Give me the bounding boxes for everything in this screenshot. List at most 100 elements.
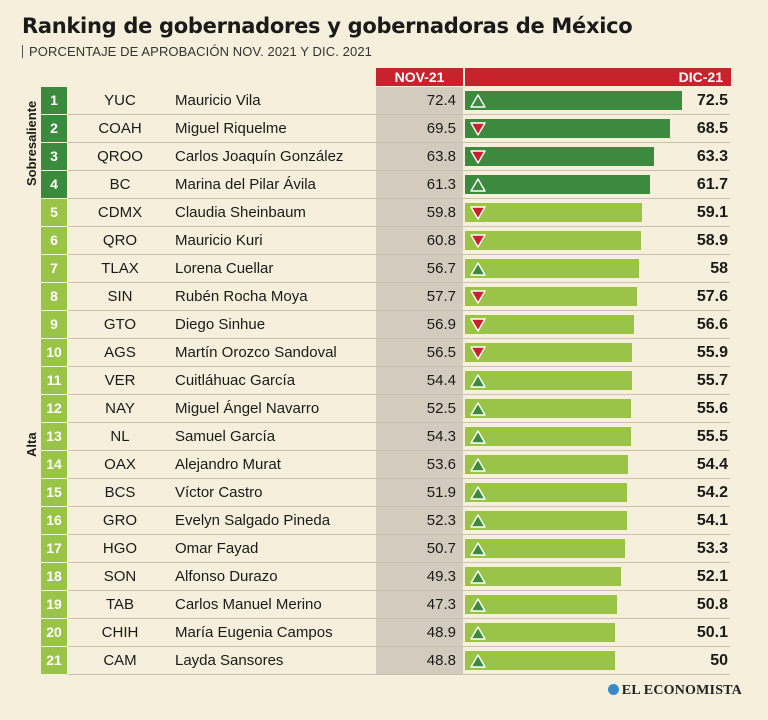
nov-value: 63.8 <box>426 148 456 165</box>
governor-name: Miguel Ángel Navarro <box>175 400 320 417</box>
nov-value: 50.7 <box>426 540 456 557</box>
row-divider <box>68 394 730 395</box>
state-code: QROO <box>97 148 143 165</box>
rank-number: 15 <box>41 479 67 506</box>
governor-name: Omar Fayad <box>175 540 259 557</box>
table-row: 7 TLAX Lorena Cuellar 56.7 58 <box>0 255 768 283</box>
dic-bar <box>465 147 654 166</box>
rank-number: 17 <box>41 535 67 562</box>
trend-down-icon <box>470 290 486 304</box>
nov-value: 69.5 <box>426 120 456 137</box>
chart-title: Ranking de gobernadores y gobernadoras d… <box>22 14 633 38</box>
nov-value: 52.5 <box>426 400 456 417</box>
nov-value: 57.7 <box>426 288 456 305</box>
row-divider <box>68 590 730 591</box>
dic-bar <box>465 203 642 222</box>
dic-value: 72.5 <box>696 92 728 109</box>
rank-number: 11 <box>41 367 67 394</box>
nov-value: 61.3 <box>426 176 456 193</box>
trend-down-icon <box>470 206 486 220</box>
row-divider <box>68 506 730 507</box>
dic-bar <box>465 343 632 362</box>
dic-value: 54.4 <box>696 456 728 473</box>
rank-number: 6 <box>41 227 67 254</box>
trend-up-icon <box>470 514 486 528</box>
rank-number: 1 <box>41 87 67 114</box>
nov-value: 48.9 <box>426 624 456 641</box>
trend-down-icon <box>470 234 486 248</box>
brand-logo: EL ECONOMISTA <box>607 683 742 699</box>
table-row: 3 QROO Carlos Joaquín González 63.8 63.3 <box>0 143 768 171</box>
trend-down-icon <box>470 122 486 136</box>
dic-value: 61.7 <box>696 176 728 193</box>
state-code: SON <box>103 568 137 585</box>
state-code: CDMX <box>97 204 143 221</box>
rank-number: 12 <box>41 395 67 422</box>
trend-up-icon <box>470 178 486 192</box>
trend-down-icon <box>470 150 486 164</box>
table-row: 1 YUC Mauricio Vila 72.4 72.5 <box>0 87 768 115</box>
dic-value: 50 <box>710 652 728 669</box>
state-code: GRO <box>102 512 138 529</box>
nov-value: 51.9 <box>426 484 456 501</box>
table-row: 17 HGO Omar Fayad 50.7 53.3 <box>0 535 768 563</box>
table-row: 12 NAY Miguel Ángel Navarro 52.5 55.6 <box>0 395 768 423</box>
governor-name: Claudia Sheinbaum <box>175 204 306 221</box>
state-code: COAH <box>98 120 142 137</box>
dic-bar <box>465 91 682 110</box>
column-header-nov: NOV-21 <box>376 68 463 86</box>
dic-bar <box>465 511 627 530</box>
nov-value: 49.3 <box>426 568 456 585</box>
trend-down-icon <box>470 346 486 360</box>
rank-number: 8 <box>41 283 67 310</box>
state-code: HGO <box>102 540 138 557</box>
governor-name: Alfonso Durazo <box>175 568 278 585</box>
table-row: 2 COAH Miguel Riquelme 69.5 68.5 <box>0 115 768 143</box>
dic-bar <box>465 287 637 306</box>
row-divider <box>68 366 730 367</box>
dic-bar <box>465 371 632 390</box>
dic-value: 56.6 <box>696 316 728 333</box>
dic-value: 55.6 <box>696 400 728 417</box>
row-divider <box>68 450 730 451</box>
dic-value: 54.1 <box>696 512 728 529</box>
governor-name: Evelyn Salgado Pineda <box>175 512 331 529</box>
rank-number: 18 <box>41 563 67 590</box>
nov-value: 60.8 <box>426 232 456 249</box>
table-row: 19 TAB Carlos Manuel Merino 47.3 50.8 <box>0 591 768 619</box>
dic-value: 54.2 <box>696 484 728 501</box>
dic-bar <box>465 567 621 586</box>
dic-bar <box>465 539 625 558</box>
row-divider <box>68 114 730 115</box>
governor-name: Carlos Manuel Merino <box>175 596 322 613</box>
dic-value: 55.7 <box>696 372 728 389</box>
column-header-dic: DIC-21 <box>465 68 731 86</box>
dic-bar <box>465 175 650 194</box>
dic-value: 52.1 <box>696 568 728 585</box>
row-divider <box>68 226 730 227</box>
nov-value: 59.8 <box>426 204 456 221</box>
dic-value: 50.8 <box>696 596 728 613</box>
governor-name: Marina del Pilar Ávila <box>175 176 316 193</box>
row-divider <box>68 254 730 255</box>
dic-value: 58.9 <box>696 232 728 249</box>
dic-value: 59.1 <box>696 204 728 221</box>
dic-bar <box>465 483 627 502</box>
governor-name: Alejandro Murat <box>175 456 281 473</box>
governor-name: Víctor Castro <box>175 484 263 501</box>
nov-value: 56.7 <box>426 260 456 277</box>
rank-number: 20 <box>41 619 67 646</box>
dic-bar <box>465 427 631 446</box>
governor-name: Samuel García <box>175 428 276 445</box>
rank-number: 4 <box>41 171 67 198</box>
trend-up-icon <box>470 486 486 500</box>
nov-value: 56.5 <box>426 344 456 361</box>
table-row: 21 CAM Layda Sansores 48.8 50 <box>0 647 768 675</box>
table-row: 4 BC Marina del Pilar Ávila 61.3 61.7 <box>0 171 768 199</box>
row-divider <box>68 142 730 143</box>
state-code: BC <box>109 176 131 193</box>
table-row: 18 SON Alfonso Durazo 49.3 52.1 <box>0 563 768 591</box>
trend-up-icon <box>470 570 486 584</box>
dic-value: 57.6 <box>696 288 728 305</box>
dic-value: 63.3 <box>696 148 728 165</box>
